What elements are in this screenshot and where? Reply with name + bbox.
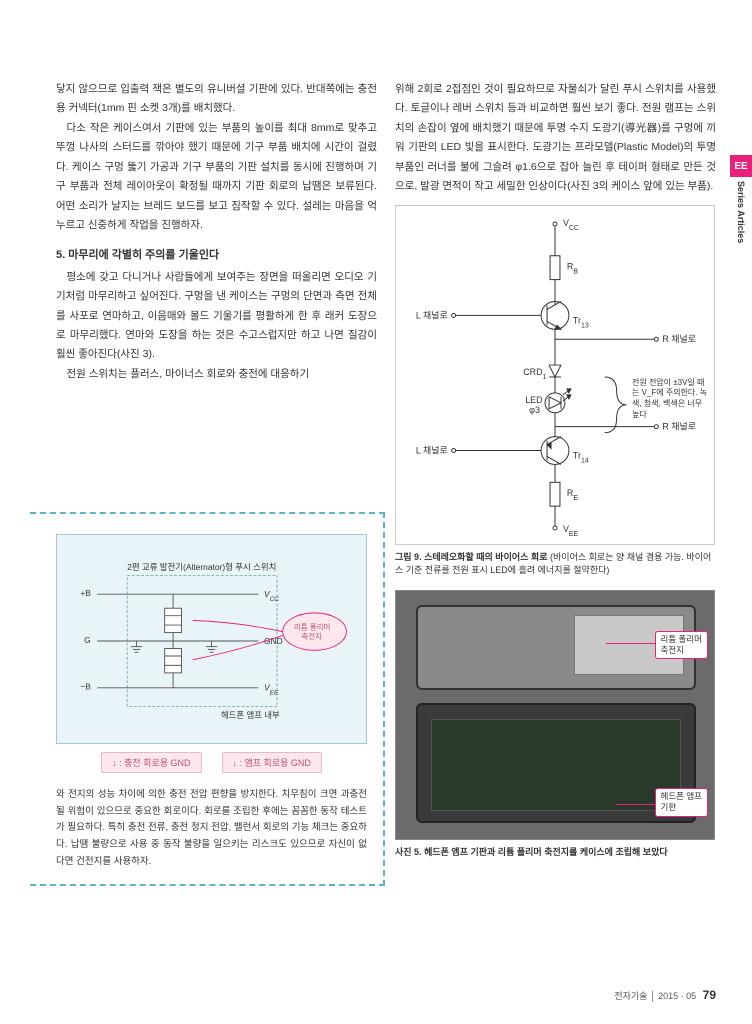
svg-text:VCC: VCC <box>563 217 579 231</box>
para: 평소에 갖고 다니거나 사람들에게 보여주는 장면을 떠올리면 오디오 기기처럼… <box>56 268 377 365</box>
svg-text:VEE: VEE <box>563 524 579 538</box>
callout-line <box>616 804 656 805</box>
page-footer: 전자기술 │ 2015 · 05 79 <box>614 988 716 1002</box>
callout-battery: 리튬 폴리머축전지 <box>655 631 708 659</box>
svg-text:LED: LED <box>525 394 543 404</box>
svg-text:RE: RE <box>567 488 578 502</box>
caption-title: 그림 9. 스테레오화할 때의 바이어스 회로 <box>395 552 548 562</box>
circuit-note: 전원 전압이 ±3V일 때는 V_F에 주의한다. 녹색, 청색, 백색은 너무… <box>632 378 708 421</box>
ee-badge: EE <box>730 155 752 177</box>
svg-text:축전지: 축전지 <box>301 631 322 641</box>
svg-text:L 채널로: L 채널로 <box>416 445 448 455</box>
page-number: 79 <box>703 988 716 1002</box>
svg-text:CRD1: CRD1 <box>523 367 546 381</box>
side-label: Series Articles <box>736 181 746 243</box>
photo-caption: 사진 5. 헤드폰 앰프 기판과 리튬 폴리머 축전지를 케이스에 조립해 보았… <box>395 846 716 860</box>
para: 위해 2회로 2접점인 것이 필요하므로 자물쇠가 달린 푸시 스위치를 사용했… <box>395 80 716 197</box>
svg-text:G: G <box>84 635 91 645</box>
dashed-panel: 2편 교류 발전기(Alternator)형 푸시 스위치 +B VCC G G… <box>30 512 385 886</box>
photo-figure: 리튬 폴리머축전지 헤드폰 앰프기판 <box>395 590 715 840</box>
svg-text:RB: RB <box>567 261 578 275</box>
legend-item: ↓ : 앰프 회로용 GND <box>222 752 322 773</box>
issue-date: 2015 · 05 <box>658 991 696 1001</box>
svg-text:2편 교류 발전기(Alternator)형 푸시 스위치: 2편 교류 발전기(Alternator)형 푸시 스위치 <box>127 562 276 572</box>
para: 전원 스위치는 플러스, 마이너스 회로와 충전에 대응하기 <box>56 365 377 384</box>
diagram-note: 와 전지의 성능 차이에 의한 충전 전압 편향을 방지한다. 치우침이 크면 … <box>56 787 367 870</box>
svg-text:Tr14: Tr14 <box>573 450 589 463</box>
side-tab: EE Series Articles <box>730 155 752 285</box>
magazine-name: 전자기술 <box>614 991 647 1001</box>
circuit-figure: VCC RB Tr13 L 채널로 <box>395 205 715 545</box>
svg-text:+B: +B <box>80 588 91 598</box>
svg-text:리튬 폴리머: 리튬 폴리머 <box>294 623 331 632</box>
lch-label: L 채널로 <box>416 310 448 320</box>
pcb-shape <box>431 719 681 811</box>
svg-text:헤드폰 앰프 내부: 헤드폰 앰프 내부 <box>221 710 280 720</box>
diagram-figure: 2편 교류 발전기(Alternator)형 푸시 스위치 +B VCC G G… <box>56 534 367 744</box>
svg-text:R 채널로: R 채널로 <box>662 334 696 344</box>
svg-text:φ3: φ3 <box>529 404 540 414</box>
right-column: 위해 2회로 2접점인 것이 필요하므로 자물쇠가 달린 푸시 스위치를 사용했… <box>395 80 716 859</box>
legend-row: ↓ : 충전 회로용 GND ↓ : 앰프 회로용 GND <box>56 752 367 773</box>
svg-text:−B: −B <box>80 682 91 692</box>
legend-item: ↓ : 충전 회로용 GND <box>101 752 201 773</box>
svg-text:Tr13: Tr13 <box>573 315 589 329</box>
callout-line <box>606 643 656 644</box>
callout-pcb: 헤드폰 앰프기판 <box>655 788 708 816</box>
section-heading: 5. 마무리에 각별히 주의를 기울인다 <box>56 245 377 265</box>
svg-text:R 채널로: R 채널로 <box>662 421 696 431</box>
figure-caption: 그림 9. 스테레오화할 때의 바이어스 회로 (바이어스 회로는 양 채널 겸… <box>395 551 716 578</box>
para: 닿지 않으므로 입출력 잭은 별도의 유니버셜 기판에 있다. 반대쪽에는 충전… <box>56 80 377 119</box>
para: 다소 작은 케이스여서 기판에 있는 부품의 높이를 최대 8mm로 맞추고 뚜… <box>56 119 377 236</box>
